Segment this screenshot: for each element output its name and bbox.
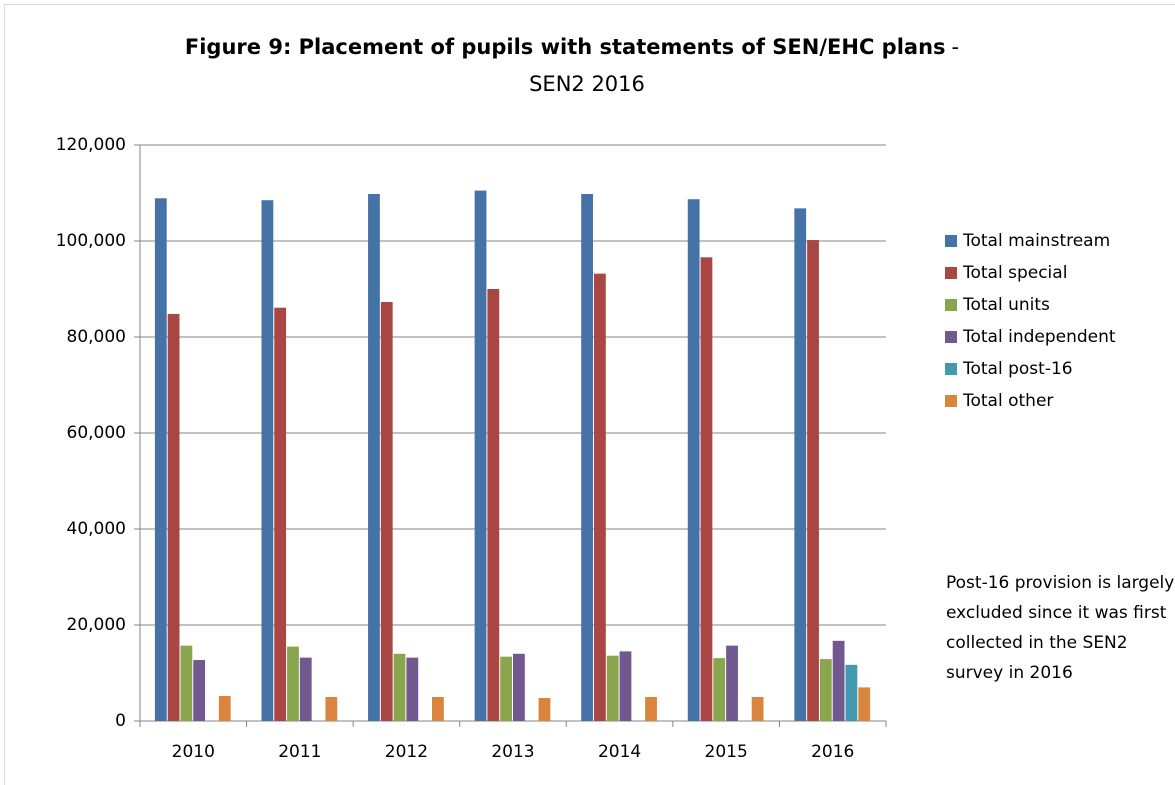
bar [180, 645, 193, 721]
y-tick-label: 80,000 [67, 327, 126, 347]
y-tick-label: 40,000 [67, 519, 126, 539]
annotation: Post-16 provision is largely excluded si… [946, 573, 1175, 683]
bar [751, 697, 764, 721]
bar [687, 199, 700, 722]
y-tick-label: 20,000 [67, 615, 126, 635]
y-tick-label: 0 [115, 711, 126, 731]
bar [193, 660, 206, 721]
bar [325, 697, 338, 721]
legend-swatch [945, 299, 957, 311]
y-tick-label: 100,000 [56, 231, 126, 251]
legend-swatch [945, 331, 957, 343]
chart-title: Figure 9: Placement of pupils with state… [185, 35, 946, 59]
title-separator: - [952, 35, 960, 59]
legend-swatch [945, 363, 957, 375]
bar [487, 289, 500, 721]
bar [274, 307, 287, 721]
legend-label: Total independent [962, 327, 1116, 347]
bar [593, 273, 606, 721]
y-tick-label: 60,000 [67, 423, 126, 443]
bar [538, 697, 551, 721]
bar [832, 640, 845, 721]
bar [167, 313, 180, 721]
legend-label: Total mainstream [962, 231, 1110, 251]
bar [819, 659, 832, 721]
x-tick-label: 2014 [598, 742, 641, 762]
bar [645, 697, 657, 721]
bar [726, 645, 738, 721]
chart-border [4, 4, 1175, 785]
bar [393, 653, 406, 721]
bar [406, 657, 419, 721]
bar [261, 200, 274, 721]
x-tick-label: 2016 [811, 742, 854, 762]
legend-label: Total other [962, 391, 1053, 411]
bar [845, 664, 858, 721]
bar [154, 198, 167, 721]
legend-label: Total special [962, 263, 1067, 283]
bar [606, 655, 619, 721]
chart-title-line: Figure 9: Placement of pupils with state… [185, 35, 959, 59]
legend-label: Total post-16 [962, 359, 1073, 379]
legend-label: Total units [962, 295, 1050, 315]
bar [581, 193, 593, 721]
bar [713, 658, 726, 721]
bar [794, 208, 807, 722]
x-tick-label: 2010 [172, 742, 215, 762]
x-tick-label: 2012 [385, 742, 428, 762]
bar [474, 190, 487, 722]
bar [513, 653, 525, 721]
legend-swatch [945, 395, 957, 407]
y-tick-label: 120,000 [56, 135, 126, 155]
bar [368, 193, 380, 721]
x-tick-label: 2011 [278, 742, 321, 762]
x-tick-label: 2015 [705, 742, 748, 762]
bar [807, 240, 819, 722]
legend-swatch [945, 267, 957, 279]
bar [380, 301, 393, 721]
bar [287, 646, 299, 721]
bar [619, 651, 632, 721]
chart-subtitle: SEN2 2016 [529, 72, 645, 96]
bar [299, 657, 312, 721]
bar [858, 687, 871, 721]
bar [700, 257, 713, 721]
bar [432, 697, 444, 721]
bar [500, 656, 512, 721]
legend-swatch [945, 235, 957, 247]
bar [218, 696, 231, 721]
x-tick-label: 2013 [491, 742, 534, 762]
